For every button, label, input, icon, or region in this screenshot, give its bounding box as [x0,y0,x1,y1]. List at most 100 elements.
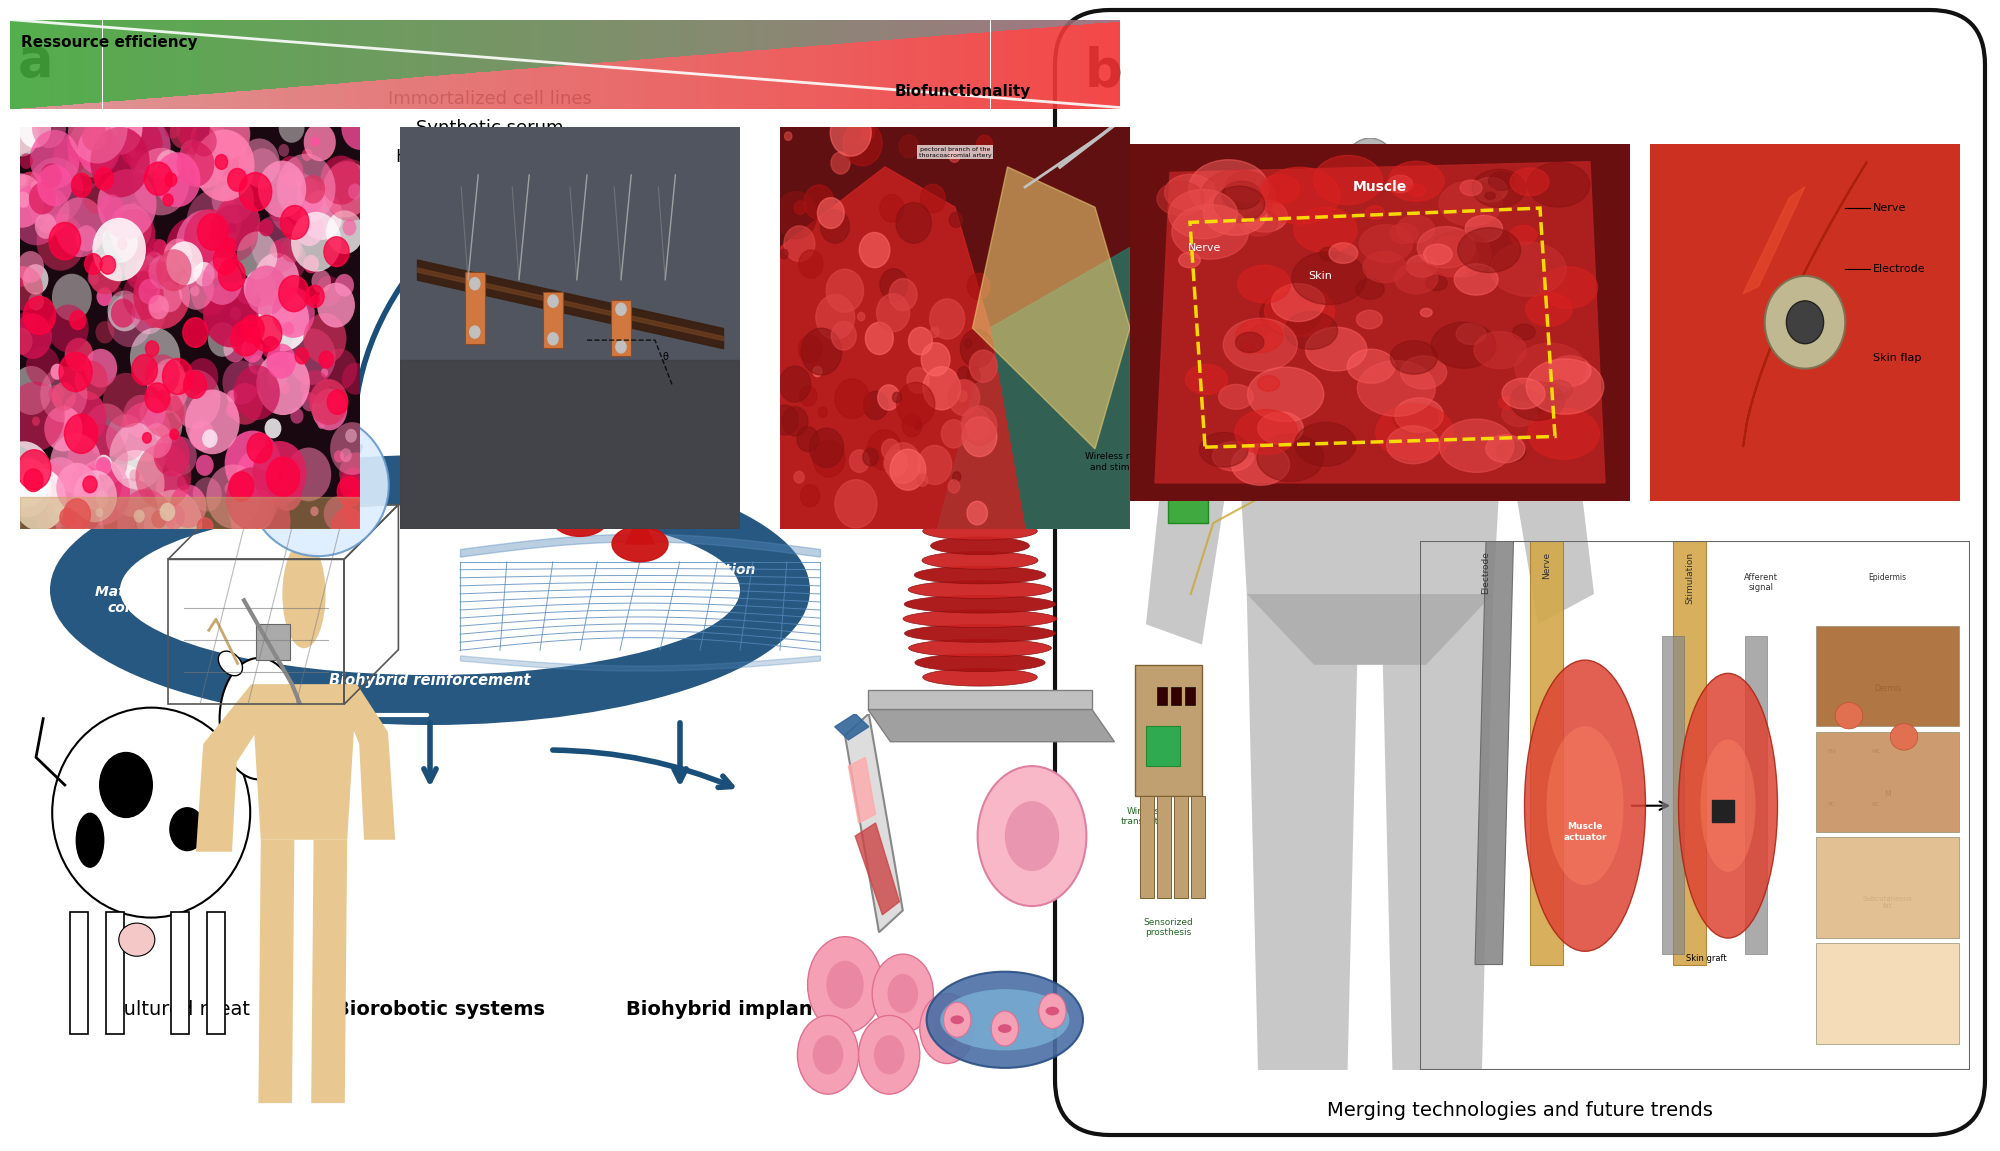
Bar [324,20,328,84]
Circle shape [66,113,112,167]
Bar [118,101,120,109]
Circle shape [616,341,626,353]
Ellipse shape [904,449,1056,467]
Bar [1064,25,1068,109]
Bar [476,20,480,73]
Bar [1816,732,1960,832]
Bar [566,66,568,109]
Circle shape [1526,359,1604,414]
Bar [986,32,990,109]
Circle shape [290,409,304,424]
Circle shape [2,458,52,517]
Bar [166,97,170,109]
Circle shape [862,448,878,466]
Circle shape [96,457,112,475]
Bar [872,41,876,109]
Ellipse shape [278,738,314,777]
Bar [428,20,432,76]
Circle shape [108,450,164,518]
Circle shape [784,132,792,140]
Circle shape [144,355,180,396]
Circle shape [54,505,64,517]
Circle shape [1260,175,1300,204]
Circle shape [1526,292,1572,326]
Circle shape [942,420,966,448]
Circle shape [918,474,928,487]
Circle shape [170,369,220,429]
Ellipse shape [118,923,154,956]
Bar [610,20,614,62]
Circle shape [1258,412,1304,444]
Bar [812,20,816,46]
Polygon shape [868,691,1092,709]
Bar [806,46,810,109]
Bar [328,20,332,84]
Bar [228,92,232,109]
Bar [1010,20,1012,30]
Bar [244,91,246,109]
Bar [1034,20,1038,28]
Bar [958,20,960,35]
Circle shape [154,152,200,207]
Bar [292,87,294,109]
Bar [990,20,994,31]
Bar [688,55,690,109]
Circle shape [10,184,62,245]
Circle shape [14,266,30,287]
Polygon shape [1470,300,1594,624]
Circle shape [176,209,236,281]
Circle shape [784,226,814,261]
Text: Spatio-temporal modification: Spatio-temporal modification [526,563,756,577]
Circle shape [1394,402,1438,434]
Circle shape [152,239,168,257]
Circle shape [152,392,164,406]
Circle shape [340,452,374,494]
Bar [416,20,420,77]
Bar [336,20,340,84]
Bar [646,20,650,59]
Bar [684,56,688,109]
Circle shape [248,433,272,463]
Circle shape [1418,227,1476,268]
Circle shape [300,191,342,241]
Circle shape [330,422,374,475]
Circle shape [226,390,238,402]
Bar [220,20,224,92]
Circle shape [1272,283,1324,321]
Bar [432,76,436,109]
Bar [1020,20,1024,29]
Bar [44,107,48,109]
Circle shape [148,256,176,289]
Bar [54,20,58,106]
Circle shape [1168,190,1238,238]
Bar [1072,25,1076,109]
Circle shape [148,295,170,320]
Circle shape [94,482,110,502]
Bar [902,20,906,39]
Bar [1034,28,1038,109]
Bar [454,74,458,109]
Circle shape [1486,435,1524,463]
Bar [894,39,898,109]
Bar [566,20,568,66]
Bar [838,44,842,109]
Circle shape [304,313,346,364]
Circle shape [1200,433,1248,467]
Circle shape [796,427,818,451]
Circle shape [326,211,364,254]
Polygon shape [258,840,294,1103]
Bar [18,20,22,108]
Bar [354,82,358,109]
Circle shape [950,212,962,228]
Circle shape [212,174,254,224]
Bar [854,43,858,109]
Circle shape [342,363,368,395]
Bar [854,20,858,43]
Ellipse shape [218,651,242,676]
Bar [80,104,84,109]
Circle shape [876,294,910,331]
Circle shape [302,175,326,204]
Circle shape [52,382,76,411]
Circle shape [52,274,92,321]
Bar [92,20,96,102]
